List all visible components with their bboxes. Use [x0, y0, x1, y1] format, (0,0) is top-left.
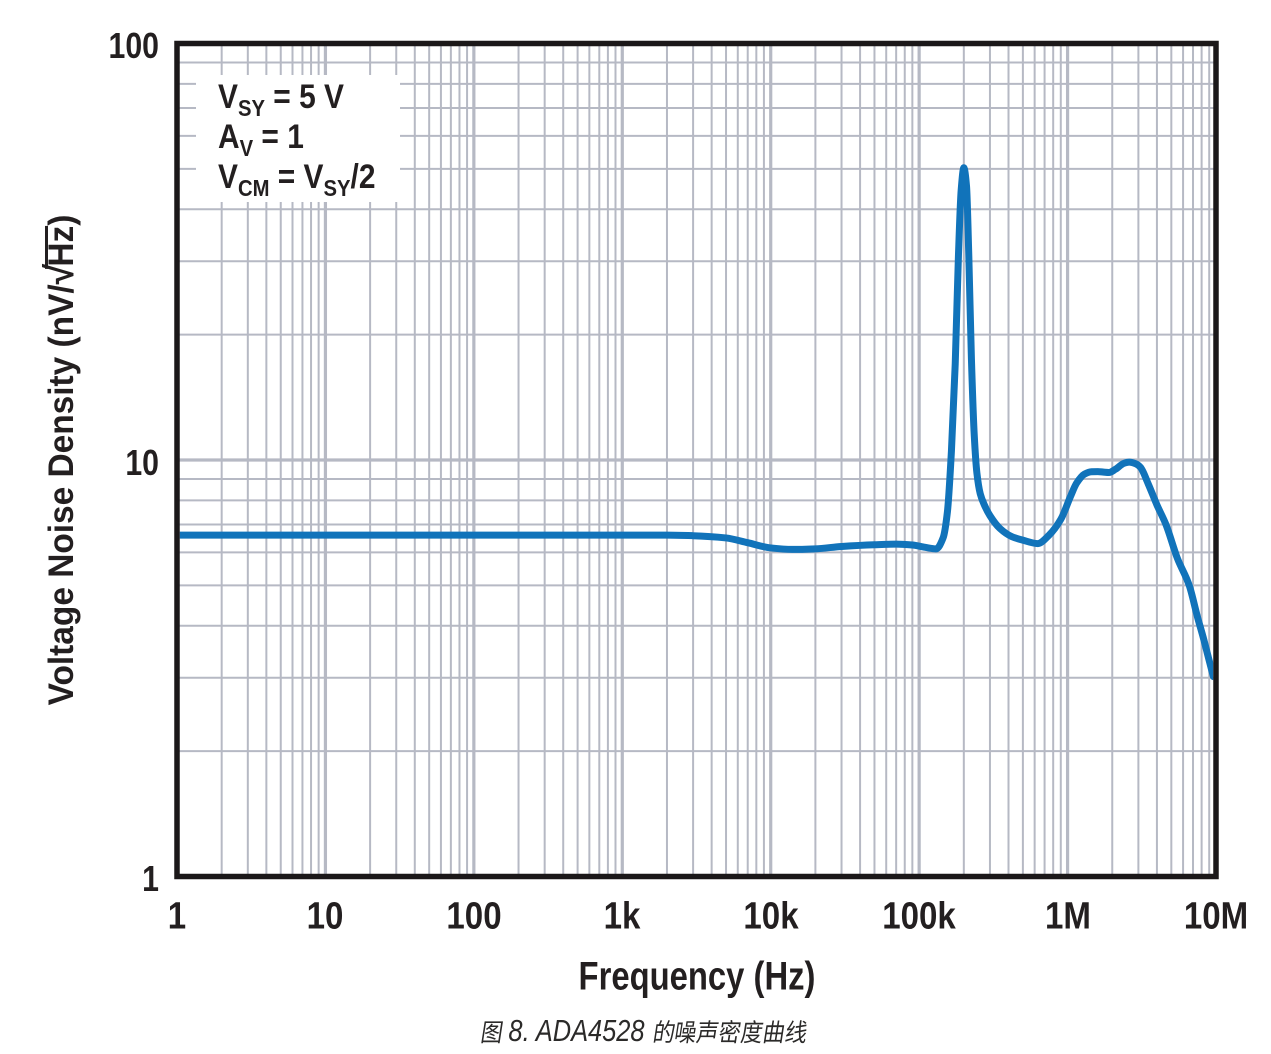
x-tick-label-10M: 10M: [1183, 895, 1249, 938]
caption-cjk-char: [480, 1021, 503, 1043]
noise-curve: [179, 164, 1214, 681]
caption-cjk-char: [719, 1019, 741, 1043]
y-tick-label-100: 100: [108, 25, 159, 66]
conditions-annotation: VSY = 5 V AV = 1 VCM = VSY/2: [196, 75, 400, 202]
caption-cjk-char: [785, 1019, 807, 1043]
caption-cjk-char: [696, 1019, 720, 1044]
x-tick-label-100: 100: [446, 895, 502, 938]
y-tick-label-1: 1: [142, 858, 159, 899]
caption-latin-text: 8. ADA4528: [501, 1013, 652, 1048]
x-tick-label-1: 1: [167, 895, 187, 938]
plot-frame: [174, 40, 1219, 880]
annotation-line-1: VSY = 5 V: [218, 78, 344, 121]
y-axis-title: Voltage Noise Density (nV/√Hz): [39, 214, 82, 706]
sqrt-radical-symbol: √: [39, 266, 82, 285]
caption-cjk-char: [763, 1020, 785, 1043]
x-tick-label-1M: 1M: [1044, 895, 1091, 938]
caption-cjk-char: [740, 1019, 764, 1043]
x-tick-label-10: 10: [307, 895, 344, 938]
annotation-line-3: VCM = VSY/2: [218, 158, 376, 201]
x-tick-label-10k: 10k: [743, 895, 799, 938]
y-tick-label-10: 10: [125, 441, 159, 483]
caption-cjk-char: [675, 1021, 697, 1044]
x-tick-label-1k: 1k: [603, 895, 641, 938]
x-tick-label-100k: 100k: [882, 895, 956, 938]
figure-caption: 8. ADA4528: [121, 1013, 1163, 1049]
annotation-line-2: AV = 1: [218, 118, 304, 161]
x-axis-title: Frequency (Hz): [578, 954, 816, 999]
caption-cjk-char: [653, 1019, 675, 1043]
